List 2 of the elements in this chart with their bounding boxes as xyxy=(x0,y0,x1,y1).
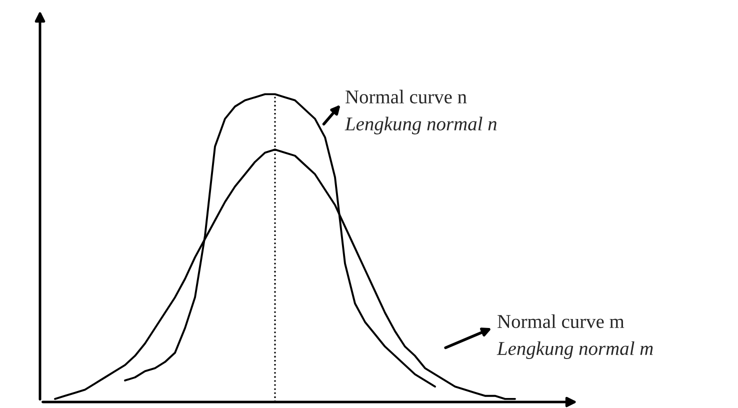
annotation: Normal curve n Lengkung normal n xyxy=(344,90,496,134)
annotation: Normal curve m Lengkung normal m xyxy=(496,314,653,360)
